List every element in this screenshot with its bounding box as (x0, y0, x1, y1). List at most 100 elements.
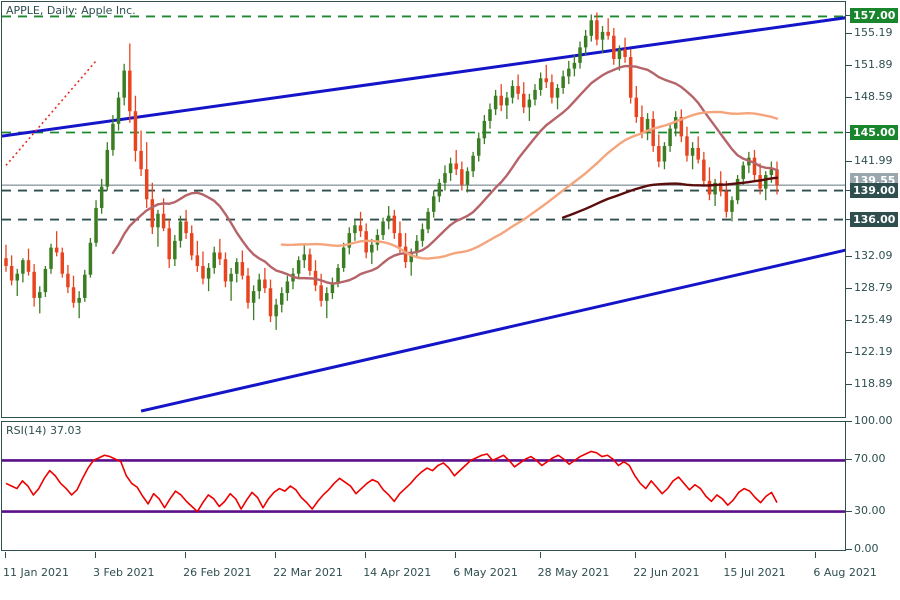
rsi-tick-mark (846, 459, 852, 461)
candlestick (752, 149, 757, 181)
date-tick-label: 14 Apr 2021 (363, 566, 432, 579)
candlestick (482, 115, 487, 145)
candlestick (386, 206, 391, 230)
candlestick (724, 180, 729, 218)
candlestick (218, 238, 222, 266)
candlestick (572, 55, 577, 77)
candlestick (319, 273, 323, 307)
candlestick (302, 244, 307, 268)
date-tick-label: 6 May 2021 (453, 566, 518, 579)
date-tick-label: 6 Aug 2021 (813, 566, 877, 579)
date-tick-label: 15 Jul 2021 (723, 566, 786, 579)
price-tick-mark (846, 320, 852, 322)
candlestick (431, 190, 436, 218)
rsi-line (5, 450, 778, 513)
candlestick (246, 267, 250, 309)
candlestick (49, 243, 53, 274)
price-tick-label: 128.79 (854, 281, 893, 295)
candlestick (257, 273, 261, 299)
candlestick (111, 115, 115, 156)
rsi-chart-panel[interactable]: RSI(14) 37.03 (1, 421, 846, 551)
date-tick-label: 22 Jun 2021 (633, 566, 700, 579)
rsi-tick-label: 0.00 (854, 542, 879, 555)
candlestick (128, 43, 132, 123)
price-tick-mark (846, 256, 852, 258)
candlestick (313, 260, 318, 292)
candlestick (392, 209, 397, 239)
candlestick (516, 74, 520, 100)
candlestick (105, 142, 110, 191)
price-plot-area[interactable] (2, 2, 845, 417)
candlestick (690, 142, 695, 170)
candlestick (645, 113, 650, 141)
candlestick (77, 291, 81, 319)
candlestick (499, 84, 503, 112)
candlestick (550, 74, 554, 104)
candlestick (291, 267, 295, 290)
price-tick-mark (846, 64, 852, 66)
candlestick (668, 122, 672, 152)
candlestick (651, 111, 655, 152)
candlestick (493, 89, 498, 116)
candlestick (454, 149, 458, 176)
date-tick-label: 26 Feb 2021 (183, 566, 252, 579)
price-tick-mark (846, 288, 852, 290)
price-level-badge[interactable]: 136.00 (850, 211, 899, 227)
candlestick (741, 161, 745, 185)
candlestick (308, 248, 312, 276)
candlestick (370, 238, 374, 265)
candlestick (167, 219, 171, 268)
candlestick (144, 142, 149, 208)
candlestick (747, 151, 751, 174)
candlestick (71, 275, 76, 308)
price-tick-mark (846, 32, 852, 34)
rsi-plot-area[interactable] (2, 422, 845, 550)
rsi-series-layer (2, 450, 845, 513)
candlestick (634, 86, 639, 123)
price-axis[interactable]: 155.19 151.89 148.59 141.99 132.09 128.79 125.… (846, 0, 900, 600)
candlestick (555, 84, 560, 110)
candlestick (567, 60, 571, 85)
date-tick-label: 11 Jan 2021 (3, 566, 69, 579)
candlestick (420, 223, 425, 247)
candlestick (347, 227, 352, 255)
candlestick (60, 247, 65, 278)
price-chart-panel[interactable]: APPLE, Daily: Apple Inc. (1, 1, 846, 418)
rsi-tick-label: 70.00 (854, 452, 886, 466)
candlestick (415, 235, 419, 259)
candlestick (578, 41, 582, 69)
candlestick (679, 109, 684, 143)
candlestick (612, 28, 616, 65)
candlestick (707, 167, 712, 201)
candlestick (353, 219, 357, 241)
candlestick (122, 63, 126, 106)
candlestick (229, 267, 233, 301)
date-tick-mark (185, 552, 187, 558)
candlestick (763, 171, 768, 201)
candlestick (88, 237, 93, 278)
price-tick-label: 151.89 (854, 57, 893, 71)
candlestick (443, 165, 447, 191)
lower-trendline (140, 248, 845, 413)
price-level-badge[interactable]: 145.00 (850, 124, 899, 140)
date-tick-mark (95, 552, 96, 558)
candlestick (178, 215, 183, 248)
candlestick (628, 49, 633, 104)
price-level-tick-mark (846, 15, 852, 17)
price-tick-label: 141.99 (854, 153, 893, 167)
price-tick-label: 132.09 (854, 249, 893, 263)
candlestick (4, 244, 8, 272)
price-level-badge[interactable]: 157.00 (850, 8, 899, 24)
date-tick-label: 3 Feb 2021 (93, 566, 155, 579)
candlestick (600, 26, 605, 54)
candlestick (274, 298, 278, 330)
date-axis[interactable]: 11 Jan 2021 3 Feb 2021 26 Feb 2021 22 Mar 2… (0, 552, 877, 600)
rsi-tick-label: 100.00 (854, 414, 893, 427)
date-tick-mark (455, 552, 457, 558)
price-tick-label: 125.49 (854, 313, 893, 327)
candlestick (15, 268, 20, 296)
candlestick (234, 258, 239, 283)
candlestick (21, 258, 25, 283)
date-tick-mark (365, 552, 367, 558)
price-level-badge[interactable]: 139.00 (850, 182, 899, 198)
